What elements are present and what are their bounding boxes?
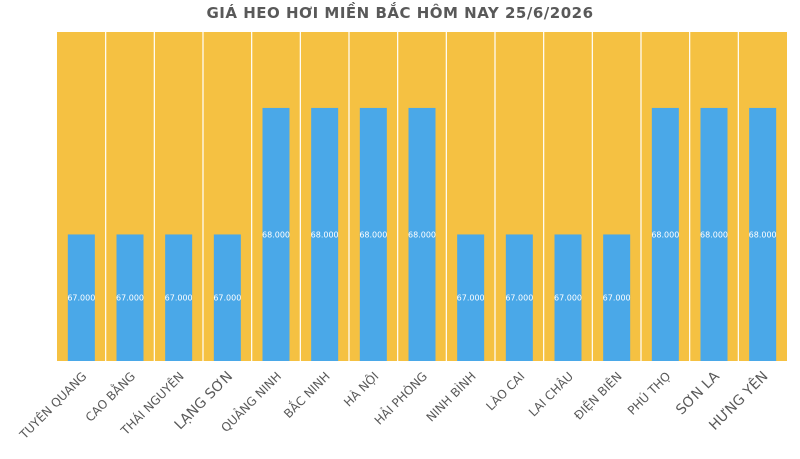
data-label: 68.000	[651, 230, 679, 239]
data-label: 68.000	[262, 230, 290, 239]
bar-4	[262, 107, 290, 361]
data-label: 67.000	[67, 294, 95, 303]
data-label: 68.000	[749, 230, 777, 239]
x-tick-label: LÀO CAI	[483, 369, 528, 414]
x-tick-label: HÀ NỘI	[340, 369, 381, 410]
data-label: 67.000	[457, 294, 485, 303]
data-label: 67.000	[165, 294, 193, 303]
bar-5	[311, 107, 339, 361]
x-tick-label: SƠN LA	[673, 368, 723, 418]
data-label: 67.000	[116, 294, 144, 303]
x-tick-label: NINH BÌNH	[423, 369, 479, 425]
bar-13	[700, 107, 728, 361]
data-label: 68.000	[359, 230, 387, 239]
bar-11	[603, 234, 631, 361]
x-tick-label: TUYÊN QUANG	[16, 369, 90, 443]
data-label: 67.000	[554, 294, 582, 303]
data-label: 68.000	[408, 230, 436, 239]
bar-2	[165, 234, 193, 361]
x-tick-label: ĐIỆN BIÊN	[571, 369, 625, 423]
bar-0	[67, 234, 95, 361]
bar-8	[457, 234, 485, 361]
bar-1	[116, 234, 144, 361]
x-tick-label: LAI CHÂU	[525, 369, 576, 420]
bar-3	[213, 234, 241, 361]
bar-7	[408, 107, 436, 361]
bar-6	[359, 107, 387, 361]
x-tick-label: BẮC NINH	[280, 368, 333, 421]
bar-14	[749, 107, 777, 361]
x-tick-label: PHÚ THỌ	[624, 369, 673, 418]
bar-12	[651, 107, 679, 361]
chart-title: GIÁ HEO HƠI MIỀN BẮC HÔM NAY 25/6/2026	[206, 4, 594, 22]
data-label: 67.000	[603, 294, 631, 303]
bar-9	[505, 234, 533, 361]
x-tick-label: HẢI PHÒNG	[370, 368, 430, 428]
data-label: 68.000	[311, 230, 339, 239]
data-label: 67.000	[505, 294, 533, 303]
data-label: 67.000	[213, 294, 241, 303]
data-label: 68.000	[700, 230, 728, 239]
bar-10	[554, 234, 582, 361]
